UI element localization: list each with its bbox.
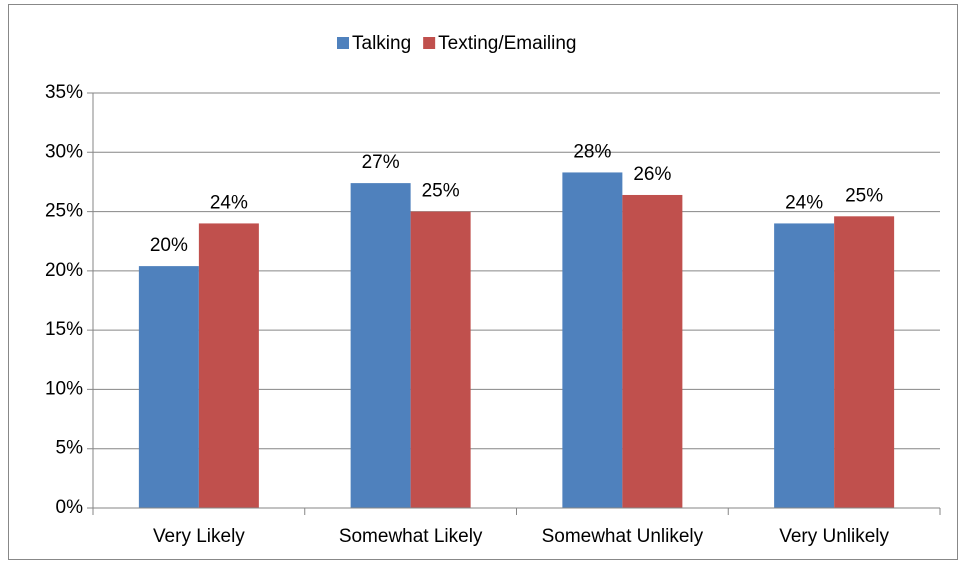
y-tick-label: 30% [45, 141, 83, 162]
bar [198, 223, 259, 508]
data-label: 26% [633, 164, 671, 185]
y-tick-label: 15% [45, 319, 83, 340]
data-label: 27% [362, 152, 400, 173]
data-label: 25% [422, 181, 460, 202]
data-label: 24% [210, 192, 248, 213]
y-tick-label: 20% [45, 260, 83, 281]
bar [138, 266, 199, 508]
legend-label: Texting/Emailing [438, 33, 576, 54]
legend-swatch [423, 37, 436, 49]
data-label: 25% [845, 185, 883, 206]
y-tick-label: 0% [56, 497, 84, 518]
y-tick-label: 5% [56, 438, 84, 459]
y-tick-label: 10% [45, 378, 83, 399]
legend-label: Talking [352, 33, 411, 54]
legend-swatch [337, 37, 349, 49]
bar [622, 194, 683, 508]
x-tick-label: Somewhat Unlikely [542, 526, 704, 547]
bar [410, 211, 471, 509]
bar [834, 216, 895, 509]
bar [774, 223, 835, 508]
y-tick-label: 35% [45, 82, 83, 103]
bar [562, 172, 623, 508]
data-label: 20% [150, 235, 188, 256]
y-tick-label: 25% [45, 201, 83, 222]
data-label: 28% [573, 141, 611, 162]
x-tick-label: Very Unlikely [779, 526, 889, 547]
x-tick-label: Somewhat Likely [339, 526, 483, 547]
bar [350, 183, 411, 508]
data-label: 24% [785, 192, 823, 213]
x-tick-label: Very Likely [153, 526, 245, 547]
